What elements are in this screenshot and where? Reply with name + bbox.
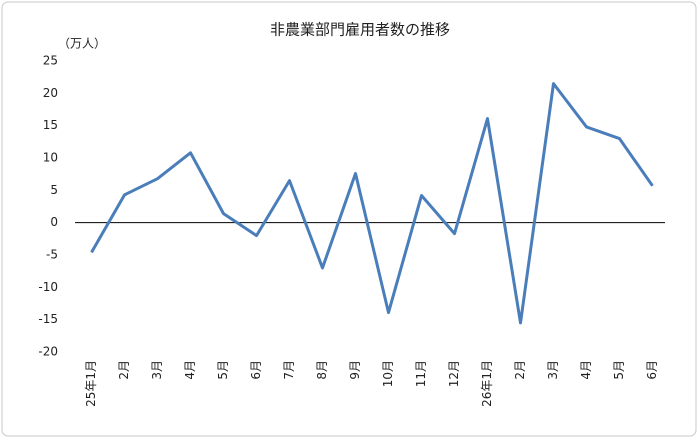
x-tick-label: 7月 xyxy=(282,360,296,380)
x-tick-label: 3月 xyxy=(546,360,560,380)
y-tick-label: -15 xyxy=(38,312,58,326)
y-tick-label: -10 xyxy=(38,280,58,294)
x-tick-label: 6月 xyxy=(645,360,659,380)
y-axis-label: （万人） xyxy=(58,37,106,51)
x-tick-label: 2月 xyxy=(117,360,131,380)
x-tick-label: 8月 xyxy=(315,360,329,380)
chart-title: 非農業部門雇用者数の推移 xyxy=(270,21,450,39)
x-tick-label: 2月 xyxy=(513,360,527,380)
x-tick-label: 9月 xyxy=(348,360,362,380)
x-tick-label: 5月 xyxy=(216,360,230,380)
x-tick-label: 4月 xyxy=(183,360,197,380)
x-tick-label: 10月 xyxy=(381,360,395,387)
y-tick-label: 25 xyxy=(43,54,58,68)
y-tick-label: -5 xyxy=(46,248,58,262)
x-tick-label: 25年1月 xyxy=(84,360,98,407)
y-tick-label: 5 xyxy=(50,183,58,197)
x-tick-label: 5月 xyxy=(612,360,626,380)
y-tick-label: 15 xyxy=(43,118,58,132)
x-tick-label: 6月 xyxy=(249,360,263,380)
x-tick-label: 4月 xyxy=(579,360,593,380)
y-tick-label: 20 xyxy=(43,86,58,100)
x-tick-label: 3月 xyxy=(150,360,164,380)
x-tick-label: 26年1月 xyxy=(480,360,494,407)
x-tick-label: 12月 xyxy=(447,360,461,387)
y-tick-label: 0 xyxy=(50,215,58,229)
data-line xyxy=(90,82,654,325)
y-tick-label: 10 xyxy=(43,151,58,165)
y-tick-label: -20 xyxy=(38,345,58,359)
x-tick-label: 11月 xyxy=(414,360,428,387)
